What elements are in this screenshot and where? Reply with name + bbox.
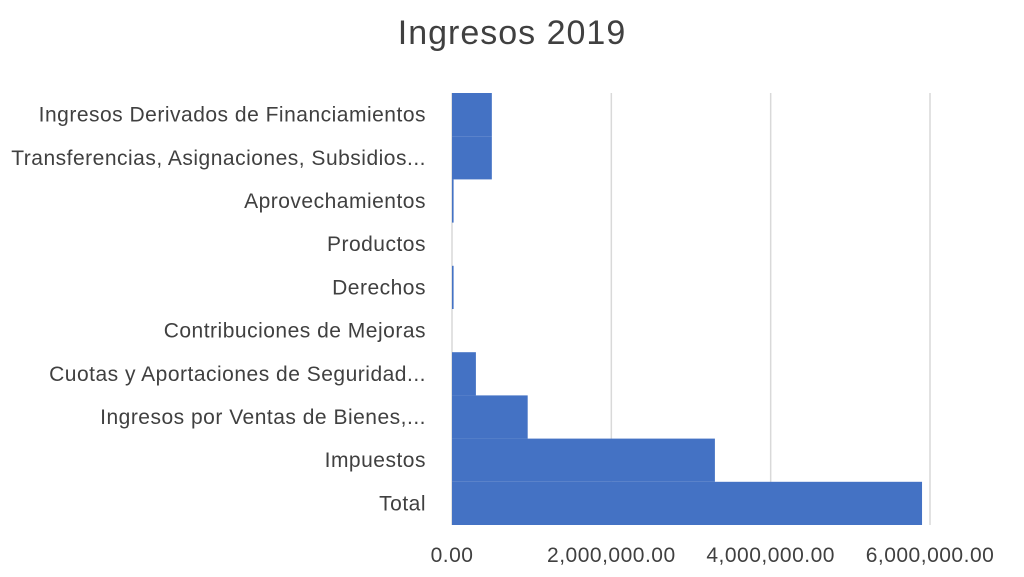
- category-label: Transferencias, Asignaciones, Subsidios.…: [11, 147, 426, 170]
- category-label: Derechos: [332, 276, 426, 299]
- x-tick-labels: 0.00 2,000,000.00 4,000,000.00 6,000,000.00: [431, 544, 995, 567]
- bar: [452, 179, 454, 223]
- category-label: Aprovechamientos: [244, 190, 426, 213]
- category-label: Ingresos Derivados de Financiamientos: [39, 104, 426, 127]
- bar: [452, 395, 528, 439]
- bar: [452, 481, 923, 525]
- bar: [452, 352, 476, 396]
- bar: [452, 438, 715, 482]
- bars: [452, 93, 923, 525]
- category-labels: Ingresos Derivados de Financiamientos Tra…: [11, 104, 426, 516]
- x-tick-label: 4,000,000.00: [706, 544, 835, 567]
- chart-title: Ingresos 2019: [397, 14, 627, 52]
- category-label: Impuestos: [325, 449, 426, 472]
- category-label: Cuotas y Aportaciones de Seguridad...: [49, 363, 426, 386]
- x-tick-label: 2,000,000.00: [547, 544, 676, 567]
- x-tick-label: 6,000,000.00: [866, 544, 995, 567]
- bar: [452, 265, 454, 309]
- category-label: Contribuciones de Mejoras: [164, 320, 426, 343]
- x-tick-label: 0.00: [431, 544, 474, 567]
- bar: [452, 93, 492, 137]
- category-label: Productos: [327, 233, 426, 256]
- category-label: Total: [379, 492, 426, 515]
- bar: [452, 136, 492, 180]
- category-label: Ingresos por Ventas de Bienes,...: [100, 406, 426, 429]
